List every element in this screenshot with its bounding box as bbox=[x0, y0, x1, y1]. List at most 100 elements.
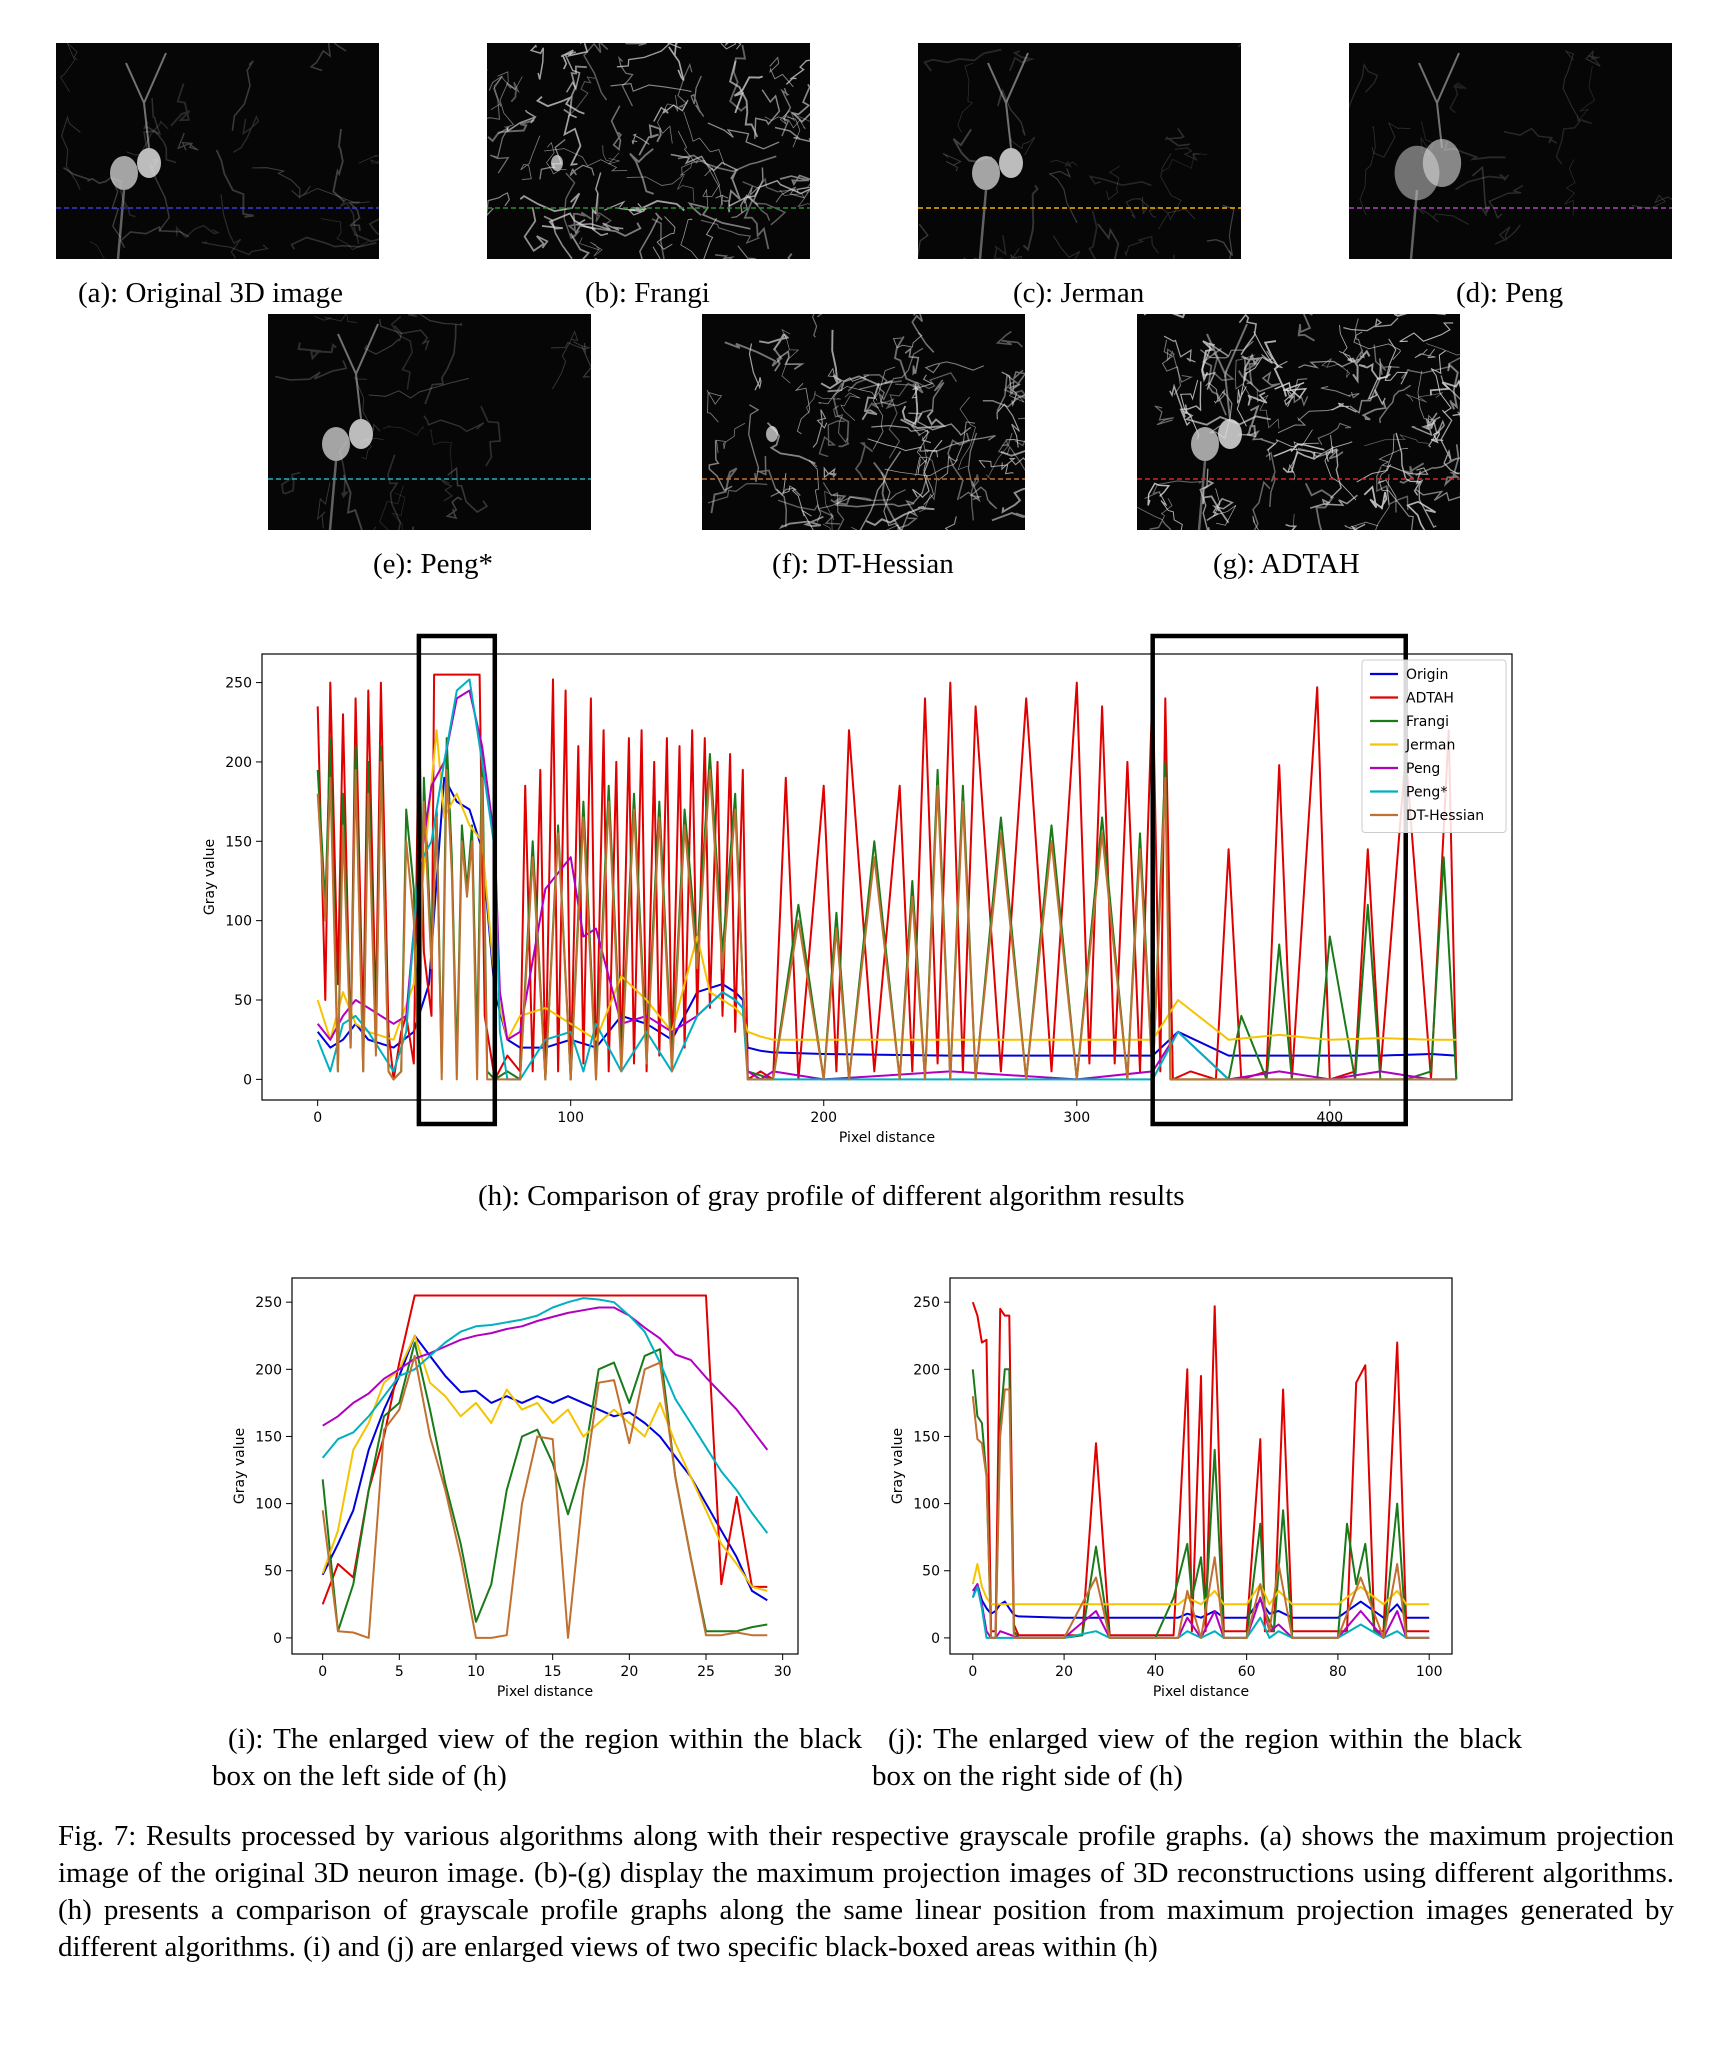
x-tick-label: 100 bbox=[557, 1110, 584, 1126]
cell-soma bbox=[551, 155, 563, 171]
x-axis-label: Pixel distance bbox=[497, 1684, 593, 1700]
panel-f-svg bbox=[702, 314, 1025, 530]
panel-g-caption: (g): ADTAH bbox=[1213, 548, 1360, 580]
subcaption-h: (h): Comparison of gray profile of diffe… bbox=[478, 1180, 1185, 1212]
y-axis-label: Gray value bbox=[202, 839, 218, 915]
y-tick-label: 100 bbox=[913, 1497, 940, 1513]
y-axis-label: Gray value bbox=[890, 1428, 906, 1504]
panel-a-svg bbox=[56, 43, 379, 259]
x-tick-label: 0 bbox=[318, 1664, 327, 1680]
y-tick-label: 0 bbox=[931, 1631, 940, 1647]
y-tick-label: 50 bbox=[922, 1564, 940, 1580]
figure-caption: Fig. 7: Results processed by various alg… bbox=[58, 1820, 1674, 1963]
series-line-dt-hessian bbox=[316, 760, 1457, 1081]
panel-c-svg bbox=[918, 43, 1241, 259]
panel-g-svg bbox=[1137, 314, 1460, 530]
legend-label: Peng* bbox=[1406, 785, 1447, 801]
y-tick-label: 150 bbox=[913, 1429, 940, 1445]
x-tick-label: 0 bbox=[968, 1664, 977, 1680]
y-tick-label: 50 bbox=[234, 993, 252, 1009]
series-line-adtah bbox=[971, 1301, 1430, 1637]
panel-e-image bbox=[268, 314, 591, 530]
panel-b-image bbox=[487, 43, 810, 259]
legend-label: Frangi bbox=[1406, 714, 1449, 730]
y-tick-label: 200 bbox=[913, 1362, 940, 1378]
y-tick-label: 0 bbox=[273, 1631, 282, 1647]
series-line-adtah bbox=[321, 1294, 768, 1605]
panel-c-caption: (c): Jerman bbox=[1013, 277, 1145, 309]
panel-d-svg bbox=[1349, 49, 1672, 259]
legend-box bbox=[1361, 659, 1507, 833]
plot-frame bbox=[949, 1277, 1453, 1655]
neuron-fibers bbox=[1349, 49, 1672, 245]
x-tick-label: 300 bbox=[1063, 1110, 1090, 1126]
series-line-jerman bbox=[316, 729, 1457, 1041]
x-tick-label: 10 bbox=[467, 1664, 485, 1680]
plot-frame bbox=[261, 653, 1513, 1101]
neuron-fibers bbox=[918, 43, 1241, 259]
panel-e-caption: (e): Peng* bbox=[373, 548, 493, 580]
y-tick-label: 250 bbox=[255, 1295, 282, 1311]
cell-soma bbox=[1191, 323, 1248, 530]
subcaption-i: (i): The enlarged view of the region wit… bbox=[212, 1723, 862, 1792]
x-tick-label: 5 bbox=[395, 1664, 404, 1680]
legend: Origin ADTAH Frangi Jerman Peng Peng* DT-Hessi… bbox=[1361, 659, 1507, 833]
y-tick-label: 150 bbox=[225, 834, 252, 850]
legend-label: ADTAH bbox=[1406, 691, 1454, 707]
neuron-fibers bbox=[56, 43, 379, 259]
cell-soma bbox=[110, 52, 167, 259]
series-line-frangi bbox=[971, 1368, 1430, 1639]
panel-a-image bbox=[56, 43, 379, 259]
x-tick-label: 40 bbox=[1146, 1664, 1164, 1680]
panel-f-caption: (f): DT-Hessian bbox=[772, 548, 954, 580]
cell-soma bbox=[1394, 52, 1462, 259]
panel-g-image bbox=[1137, 314, 1460, 530]
highlight-box bbox=[1150, 633, 1408, 1127]
y-tick-label: 50 bbox=[264, 1564, 282, 1580]
y-tick-label: 150 bbox=[255, 1429, 282, 1445]
x-axis-label: Pixel distance bbox=[839, 1130, 935, 1146]
chart-j: 0 20 40 60 80 100 0 50 100 150 200 250 Pixel distanc… bbox=[890, 1277, 1453, 1700]
y-tick-label: 250 bbox=[913, 1295, 940, 1311]
panel-a-caption: (a): Original 3D image bbox=[78, 277, 343, 309]
highlight-box bbox=[416, 633, 498, 1127]
panel-d-caption: (d): Peng bbox=[1456, 277, 1564, 309]
panel-f-image bbox=[702, 314, 1025, 530]
cell-soma bbox=[766, 426, 778, 442]
x-tick-label: 80 bbox=[1329, 1664, 1347, 1680]
x-tick-label: 15 bbox=[544, 1664, 562, 1680]
chart-i: 0 5 10 15 20 25 30 0 50 100 150 200 250 Pixel distanc… bbox=[232, 1277, 799, 1700]
y-axis-label: Gray value bbox=[232, 1428, 248, 1504]
legend-label: Jerman bbox=[1405, 738, 1455, 754]
y-tick-label: 100 bbox=[255, 1497, 282, 1513]
x-axis-label: Pixel distance bbox=[1153, 1684, 1249, 1700]
legend-label: DT-Hessian bbox=[1406, 808, 1484, 824]
panel-d-image bbox=[1349, 43, 1672, 259]
x-tick-label: 200 bbox=[810, 1110, 837, 1126]
y-tick-label: 200 bbox=[255, 1362, 282, 1378]
y-tick-label: 200 bbox=[225, 755, 252, 771]
panel-b-caption: (b): Frangi bbox=[585, 277, 710, 309]
neuron-fibers bbox=[1137, 314, 1460, 530]
y-tick-label: 250 bbox=[225, 676, 252, 692]
x-tick-label: 25 bbox=[697, 1664, 715, 1680]
subcaption-j: (j): The enlarged view of the region wit… bbox=[872, 1723, 1522, 1792]
cell-soma bbox=[322, 323, 379, 530]
x-tick-label: 20 bbox=[620, 1664, 638, 1680]
y-tick-label: 0 bbox=[243, 1072, 252, 1088]
x-tick-label: 0 bbox=[313, 1110, 322, 1126]
x-tick-label: 100 bbox=[1416, 1664, 1443, 1680]
legend-label: Peng bbox=[1406, 761, 1440, 777]
plot-frame bbox=[291, 1277, 799, 1655]
x-tick-label: 60 bbox=[1238, 1664, 1256, 1680]
legend-label: Origin bbox=[1406, 667, 1448, 683]
series-line-peng- bbox=[321, 1297, 769, 1534]
panel-e-svg bbox=[268, 314, 591, 530]
x-tick-label: 20 bbox=[1055, 1664, 1073, 1680]
neuron-fibers bbox=[275, 314, 591, 530]
x-tick-label: 30 bbox=[774, 1664, 792, 1680]
series-line-dt-hessian bbox=[321, 1354, 768, 1639]
series-line-peng bbox=[322, 1306, 769, 1451]
panel-b-svg bbox=[487, 43, 810, 259]
